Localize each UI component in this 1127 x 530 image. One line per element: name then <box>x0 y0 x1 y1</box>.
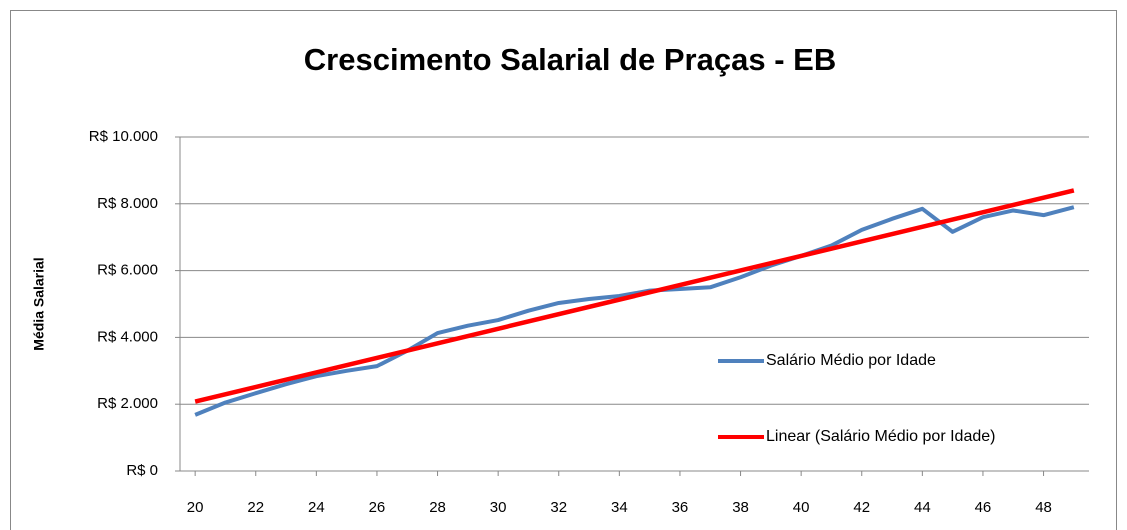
y-tick-label: R$ 0 <box>126 462 158 479</box>
x-tick-label: 42 <box>853 499 870 516</box>
x-tick-label: 20 <box>187 499 204 516</box>
x-tick-label: 34 <box>611 499 628 516</box>
y-tick-label: R$ 8.000 <box>97 195 158 212</box>
chart-title: Crescimento Salarial de Praças - EB <box>304 42 836 77</box>
legend-label: Salário Médio por Idade <box>766 352 936 369</box>
x-tick-label: 44 <box>914 499 931 516</box>
x-tick-label: 48 <box>1035 499 1052 516</box>
y-tick-label: R$ 6.000 <box>97 262 158 279</box>
x-tick-label: 30 <box>490 499 507 516</box>
x-tick-label: 32 <box>550 499 567 516</box>
y-tick-label: R$ 4.000 <box>97 328 158 345</box>
x-tick-label: 40 <box>793 499 810 516</box>
x-tick-label: 38 <box>732 499 749 516</box>
x-tick-label: 28 <box>429 499 446 516</box>
x-tick-label: 22 <box>247 499 264 516</box>
x-tick-label: 46 <box>975 499 992 516</box>
series-line <box>194 205 1075 417</box>
x-tick-label: 26 <box>369 499 386 516</box>
y-tick-label: R$ 10.000 <box>89 128 158 145</box>
x-tick-label: 36 <box>672 499 689 516</box>
y-tick-label: R$ 2.000 <box>97 395 158 412</box>
series-line <box>194 188 1075 404</box>
x-tick-label: 24 <box>308 499 325 516</box>
legend-label: Linear (Salário Médio por Idade) <box>766 428 995 445</box>
y-axis-label: Média Salarial <box>31 257 47 350</box>
